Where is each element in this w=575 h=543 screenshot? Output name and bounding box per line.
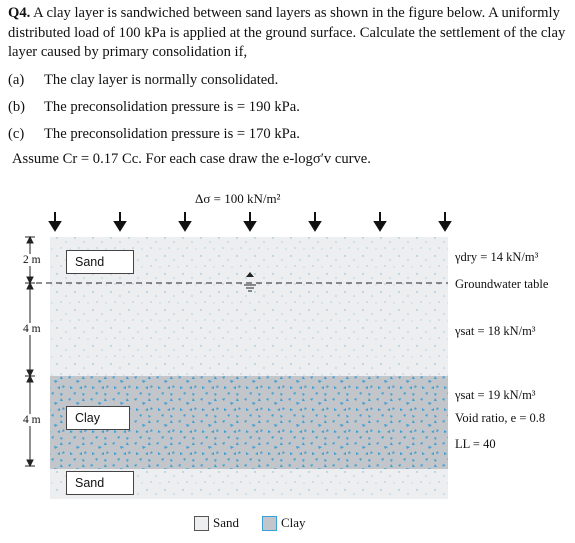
void-ratio-label: Void ratio, e = 0.8: [455, 411, 546, 425]
legend-clay: Clay: [262, 515, 306, 531]
bottom-sand-label: Sand: [66, 471, 134, 495]
case-b-label: (b): [8, 99, 26, 115]
case-a-label: (a): [8, 72, 25, 88]
clay-swatch: [262, 515, 277, 531]
load-label: Δσ = 100 kN/m²: [195, 191, 281, 206]
question-number: Q4.: [8, 5, 31, 21]
case-c-label: (c): [8, 126, 25, 142]
gamma-sat-clay-label: γsat = 19 kN/m³: [455, 388, 536, 402]
question-body: A clay layer is sandwiched between sand …: [8, 5, 566, 60]
dim-2m: 2 m: [23, 254, 41, 266]
top-sand-label: Sand: [66, 250, 134, 274]
dim-4m-sand: 4 m: [23, 323, 41, 335]
legend-sand: Sand: [194, 515, 239, 531]
case-b-text: The preconsolidation pressure is = 190 k…: [44, 99, 300, 115]
liquid-limit-label: LL = 40: [455, 437, 496, 451]
load-arrows: [48, 212, 452, 232]
question-text: Q4. A clay layer is sandwiched between s…: [8, 4, 568, 63]
legend-clay-label: Clay: [281, 515, 306, 530]
sand-swatch: [194, 515, 209, 531]
assume-text: Assume Cr = 0.17 Cc. For each case draw …: [12, 151, 371, 167]
clay-label: Clay: [66, 406, 130, 430]
gamma-sat-sand-label: γsat = 18 kN/m³: [455, 324, 536, 338]
dimension-lines: [25, 235, 35, 468]
case-c-text: The preconsolidation pressure is = 170 k…: [44, 126, 300, 142]
legend-sand-label: Sand: [213, 515, 239, 530]
case-a-text: The clay layer is normally consolidated.: [44, 72, 279, 88]
groundwater-label: Groundwater table: [455, 277, 549, 291]
dim-4m-clay: 4 m: [23, 414, 41, 426]
gamma-dry-label: γdry = 14 kN/m³: [455, 250, 539, 264]
